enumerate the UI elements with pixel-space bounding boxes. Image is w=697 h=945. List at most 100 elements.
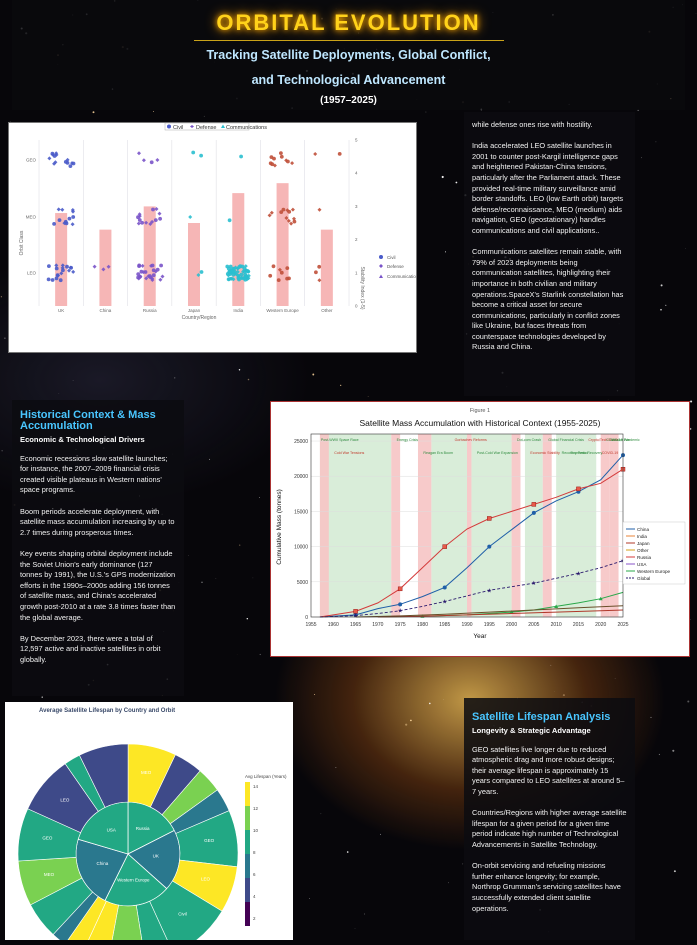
mass-legend-label: Western Europe (637, 569, 671, 574)
scatter-point (69, 266, 73, 270)
mass-point: ★ (442, 599, 447, 606)
scatter-point (71, 215, 75, 219)
scatter-y-axis-label: Orbit Class (19, 230, 25, 255)
scatter-point (188, 215, 192, 219)
lifespan-sunburst-chart: Average Satellite Lifespan by Country an… (5, 702, 293, 940)
star (209, 459, 210, 460)
star (443, 699, 444, 700)
side-legend-defense-marker (379, 264, 383, 268)
scatter-point (272, 264, 276, 268)
scatter-y-tick-label: GEO (26, 158, 37, 163)
economic-boom-band (431, 434, 467, 617)
scatter-x-tick-label: Japan (188, 308, 201, 313)
recession-band (467, 434, 471, 617)
scatter-point (47, 264, 51, 268)
scatter-point (142, 158, 146, 162)
star (405, 724, 407, 726)
mass-point (532, 511, 536, 515)
mass-point (532, 502, 536, 506)
orbit-insights-p0: while defense ones rise with hostility. (472, 120, 627, 131)
colorbar-segment (245, 830, 250, 854)
scatter-side-legend: Civil Defense Communications (379, 255, 416, 279)
mass-event-annotation: Gorbachev Reforms (455, 438, 487, 442)
scatter-point (52, 222, 56, 226)
historical-context-title: Historical Context & Mass Accumulation (20, 410, 176, 432)
scatter-point (93, 265, 97, 269)
scatter-point (237, 275, 241, 279)
mass-y-tick-label: 20000 (294, 474, 308, 480)
mass-legend-label: India (637, 534, 647, 539)
scatter-point (140, 270, 144, 274)
star (429, 703, 431, 705)
scatter-point (191, 151, 195, 155)
title-divider (194, 40, 504, 41)
scatter-point (59, 278, 63, 282)
mass-point: ★ (531, 580, 536, 587)
mass-legend-label: Global (637, 576, 650, 581)
scatter-point (231, 273, 235, 277)
mass-x-tick-label: 2020 (595, 622, 606, 628)
sunburst-outer-label: LEO (60, 798, 70, 803)
scatter-point (137, 222, 141, 226)
lifespan-sunburst-panel: Average Satellite Lifespan by Country an… (5, 702, 293, 940)
recession-band (320, 434, 329, 617)
date-range: (1957–2025) (12, 95, 685, 106)
subtitle-line-2: and Technological Advancement (12, 68, 685, 93)
mass-event-annotation: Energy Crisis (397, 438, 419, 442)
mass-point (443, 585, 447, 589)
scatter-point (277, 278, 281, 282)
star (253, 578, 254, 579)
sunburst-inner-label: Western Europe (117, 877, 150, 882)
colorbar-tick: 4 (253, 894, 256, 899)
figure-label: Figure 1 (470, 408, 490, 414)
colorbar-segment (245, 806, 250, 830)
orbit-insights-p2: Communications satellites remain stable,… (472, 247, 627, 353)
star (247, 618, 248, 619)
star (445, 251, 446, 252)
star (425, 112, 426, 113)
mass-legend-label: Other (637, 548, 649, 553)
recession-band (543, 434, 552, 617)
mass-point (487, 516, 491, 520)
star (674, 870, 676, 872)
scatter-point (137, 151, 141, 155)
scatter-point (58, 218, 62, 222)
colorbar-segment (245, 782, 250, 806)
scatter-point (338, 152, 342, 156)
mass-event-annotation: COVID-19 (602, 451, 619, 455)
star (665, 305, 666, 306)
scatter-point (199, 154, 203, 158)
mass-point: ★ (487, 587, 492, 594)
colorbar-tick: 10 (253, 828, 259, 833)
side-legend-civil-label: Civil (387, 255, 396, 260)
star (153, 111, 154, 112)
scatter-point (72, 162, 76, 166)
scatter-point (317, 265, 321, 269)
subtitle-line-1: Tracking Satellite Deployments, Global C… (12, 43, 685, 68)
scatter-point (241, 265, 245, 269)
star (42, 696, 43, 697)
star (93, 111, 95, 113)
historical-p3: Key events shaping orbital deployment in… (20, 549, 176, 623)
star (442, 176, 444, 178)
scatter-point (270, 211, 274, 215)
lifespan-analysis-subtitle: Longevity & Strategic Advantage (472, 726, 627, 737)
scatter-point (225, 265, 229, 269)
star (201, 582, 202, 583)
star (239, 369, 240, 370)
mass-accumulation-chart: Figure 1 Satellite Mass Accumulation wit… (271, 402, 689, 656)
star (672, 750, 674, 752)
scatter-point (68, 217, 72, 221)
star (650, 717, 651, 718)
recession-band (418, 434, 431, 617)
side-legend-defense-label: Defense (387, 264, 404, 269)
historical-p4: By December 2023, there were a total of … (20, 634, 176, 666)
mass-x-tick-label: 2000 (506, 622, 517, 628)
stability-bar (188, 223, 200, 306)
mass-legend-label: USA (637, 562, 647, 567)
mass-chart-x-label: Year (473, 633, 487, 640)
star (239, 545, 240, 546)
mass-y-tick-label: 25000 (294, 439, 308, 445)
scatter-point (138, 218, 142, 222)
star (2, 450, 3, 451)
